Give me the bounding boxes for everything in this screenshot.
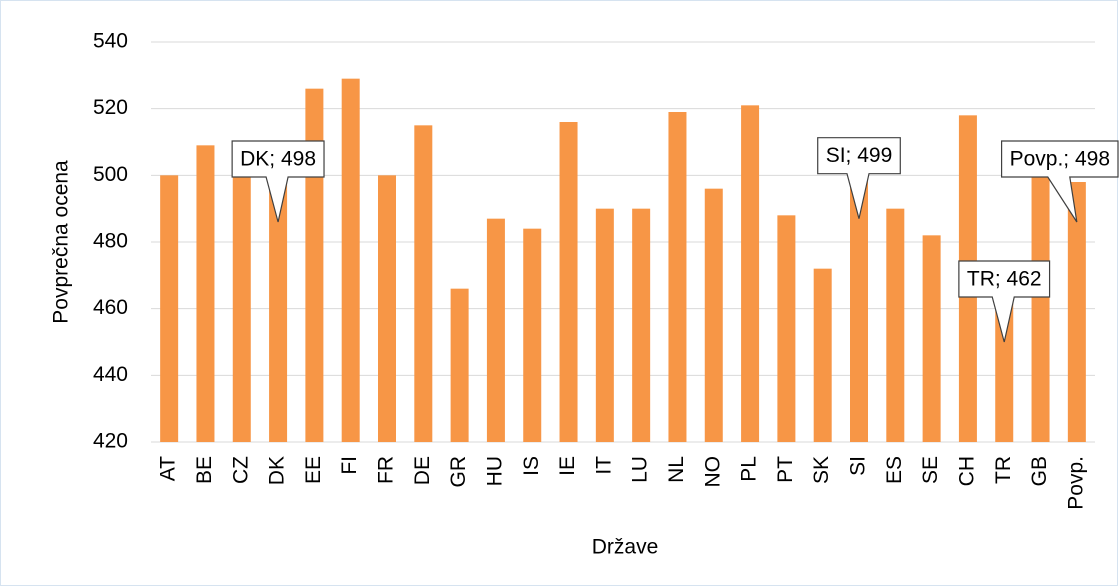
- y-axis-title: Povprečna ocena: [50, 160, 73, 324]
- bar: [1067, 182, 1086, 442]
- x-tick-label: FI: [338, 456, 361, 475]
- x-axis-title: Države: [592, 536, 659, 559]
- bar: [269, 182, 288, 442]
- callout-box: [231, 140, 325, 223]
- bar: [777, 215, 796, 442]
- bar: [813, 268, 832, 442]
- data-callout: SI; 499: [817, 137, 901, 219]
- data-label: DK; 498: [240, 148, 316, 171]
- bar: [922, 235, 941, 442]
- bar: [995, 302, 1014, 442]
- bar: [595, 208, 614, 442]
- data-callout: Povp.; 498: [1000, 140, 1119, 223]
- callout-box: [817, 137, 901, 219]
- x-tick-label: PL: [738, 456, 761, 482]
- bar: [559, 122, 578, 442]
- data-label: Povp.; 498: [1010, 148, 1110, 171]
- y-tick-label: 440: [93, 363, 128, 386]
- x-tick-label: IE: [556, 456, 579, 476]
- y-tick-label: 520: [93, 96, 128, 119]
- x-tick-label: AT: [157, 456, 180, 481]
- x-tick-label: IT: [592, 456, 615, 475]
- bar: [632, 208, 651, 442]
- x-tick-label: DK: [266, 456, 289, 485]
- bar: [741, 105, 760, 442]
- x-tick-label: EE: [302, 456, 325, 484]
- x-tick-label: SK: [810, 456, 833, 484]
- callout-box: [1000, 140, 1119, 223]
- bar: [341, 78, 360, 443]
- y-tick-label: 480: [93, 230, 128, 253]
- bar: [850, 178, 868, 442]
- x-tick-label: PT: [774, 456, 797, 483]
- x-tick-label: TR: [992, 456, 1015, 484]
- x-tick-label: GB: [1028, 456, 1051, 486]
- x-tick-label: LU: [629, 456, 652, 483]
- x-tick-label: FR: [375, 456, 398, 484]
- x-tick-label: GR: [447, 456, 470, 488]
- x-tick-label: IS: [520, 456, 543, 476]
- bar: [486, 218, 505, 442]
- x-tick-label: SE: [919, 456, 942, 484]
- data-label: TR; 462: [967, 268, 1042, 291]
- y-tick-label: 460: [93, 296, 128, 319]
- x-tick-label: CH: [955, 456, 978, 486]
- bar: [232, 175, 251, 443]
- y-tick-label: 420: [93, 430, 128, 453]
- bar: [704, 188, 723, 442]
- bar: [196, 145, 215, 443]
- callout-box: [958, 260, 1051, 343]
- bar: [523, 228, 542, 442]
- x-tick-label: BE: [193, 456, 216, 484]
- bar: [160, 175, 179, 443]
- x-tick-label: NL: [665, 456, 688, 483]
- bar: [414, 125, 433, 442]
- bar: [450, 288, 469, 442]
- bar: [668, 112, 687, 442]
- data-callout: TR; 462: [958, 260, 1051, 343]
- data-callout: DK; 498: [231, 140, 325, 223]
- x-tick-label: CZ: [229, 456, 252, 484]
- x-tick-label: ES: [883, 456, 906, 484]
- x-tick-label: SI: [847, 456, 870, 476]
- y-tick-label: 500: [93, 163, 128, 186]
- x-tick-label: DE: [411, 456, 434, 485]
- x-tick-label: HU: [483, 456, 506, 486]
- bar: [378, 175, 396, 443]
- bar: [886, 208, 905, 442]
- y-tick-label: 540: [93, 30, 128, 53]
- data-label: SI; 499: [826, 144, 893, 167]
- x-tick-label: Povp.: [1064, 456, 1087, 510]
- bar: [1031, 172, 1050, 442]
- x-tick-label: NO: [701, 456, 724, 488]
